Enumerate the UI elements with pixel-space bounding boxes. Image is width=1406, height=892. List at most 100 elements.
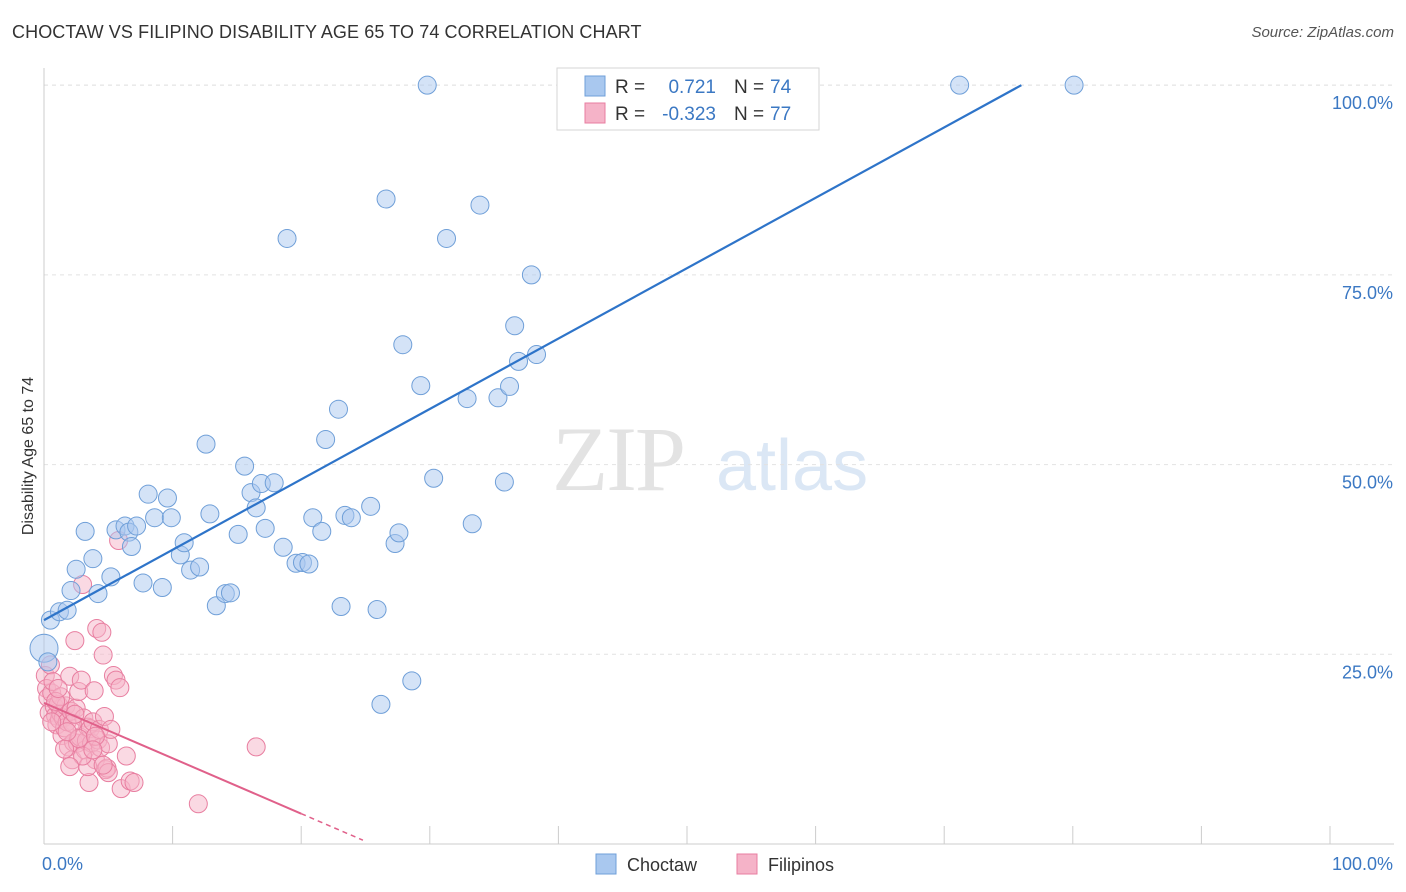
stats-r-label-choctaw: R = (615, 77, 645, 98)
x-tick-labels: 0.0% 100.0% (42, 854, 1393, 874)
choctaw-point (83, 549, 103, 569)
chart-title: CHOCTAW VS FILIPINO DISABILITY AGE 65 TO… (12, 22, 642, 42)
choctaw-point (328, 399, 348, 419)
choctaw-point (190, 557, 210, 577)
choctaw-point (196, 434, 216, 454)
choctaw-point (133, 573, 153, 593)
choctaw-series (29, 75, 1084, 714)
choctaw-trend-line (43, 84, 1022, 622)
source-credit: Source: ZipAtlas.com (1251, 24, 1394, 41)
choctaw-point (255, 518, 275, 538)
choctaw-point (277, 228, 297, 248)
filipinos-point (110, 678, 130, 698)
choctaw-point (341, 508, 361, 528)
choctaw-point (200, 504, 220, 524)
filipinos-point (79, 773, 99, 793)
choctaw-point (402, 671, 422, 691)
choctaw-point (316, 430, 336, 450)
filipinos-point (116, 746, 136, 766)
watermark: ZIP atlas (552, 408, 868, 510)
choctaw-point (376, 189, 396, 209)
choctaw-point (367, 600, 387, 620)
choctaw-point (494, 472, 514, 492)
choctaw-point (152, 578, 172, 598)
choctaw-point (138, 484, 158, 504)
choctaw-point (470, 195, 490, 215)
choctaw-point (66, 559, 86, 579)
filipinos-point (188, 794, 208, 814)
choctaw-point (75, 521, 95, 541)
legend-filipinos-label: Filipinos (768, 855, 834, 875)
filipinos-point (65, 631, 85, 651)
filipinos-series (35, 530, 266, 814)
stats-r-value-filipino: -0.323 (662, 104, 716, 125)
y-tick-label: 25.0% (1342, 662, 1393, 682)
legend-choctaw-label: Choctaw (627, 855, 698, 875)
watermark-atlas: atlas (716, 426, 868, 506)
y-tick-label: 75.0% (1342, 283, 1393, 303)
choctaw-point (1064, 75, 1084, 95)
y-tick-label: 50.0% (1342, 473, 1393, 493)
choctaw-point (273, 537, 293, 557)
filipinos-point (92, 622, 112, 642)
choctaw-point (389, 523, 409, 543)
stats-n-value-choctaw: 74 (770, 77, 792, 98)
filipinos-point (124, 773, 144, 793)
filipinos-trend-line (43, 701, 302, 815)
filipinos-point (48, 678, 68, 698)
filipinos-point (84, 681, 104, 701)
legend-filipinos-swatch (736, 853, 758, 875)
filipinos-point (246, 737, 266, 757)
choctaw-point (521, 265, 541, 285)
choctaw-point (488, 388, 508, 408)
filipinos-point (83, 740, 103, 760)
y-axis-title: Disability Age 65 to 74 (20, 377, 37, 535)
x-tick-label: 0.0% (42, 854, 83, 874)
choctaw-point (462, 514, 482, 534)
filipinos-point (93, 645, 113, 665)
filipinos-point (93, 755, 113, 775)
stats-legend-choctaw-swatch (584, 75, 606, 97)
choctaw-point (950, 75, 970, 95)
choctaw-point (264, 473, 284, 493)
grid-lines (44, 84, 1394, 655)
stats-legend: R = 0.721 N = 74 R = -0.323 N = 77 (556, 67, 820, 131)
choctaw-point (303, 508, 323, 528)
choctaw-point (393, 335, 413, 355)
filipinos-point (57, 722, 77, 742)
filipinos-trend-line-extension (300, 812, 364, 841)
choctaw-point (331, 596, 351, 616)
x-tick-marks (172, 826, 1331, 844)
stats-legend-filipino-swatch (584, 102, 606, 124)
stats-n-label-choctaw: N = (734, 77, 764, 98)
filipinos-point (42, 712, 62, 732)
choctaw-point (312, 521, 332, 541)
choctaw-point (157, 488, 177, 508)
series-legend: Choctaw Filipinos (595, 853, 834, 875)
watermark-zip: ZIP (552, 408, 684, 510)
choctaw-point (424, 468, 444, 488)
choctaw-point (417, 75, 437, 95)
stats-n-label-filipino: N = (734, 104, 764, 125)
stats-r-value-choctaw: 0.721 (668, 77, 716, 98)
choctaw-point (127, 516, 147, 536)
choctaw-point (145, 508, 165, 528)
choctaw-point (235, 456, 255, 476)
choctaw-point (371, 694, 391, 714)
stats-r-label-filipino: R = (615, 104, 645, 125)
choctaw-point (411, 376, 431, 396)
filipinos-point (60, 757, 80, 777)
legend-choctaw-swatch (595, 853, 617, 875)
choctaw-point (228, 524, 248, 544)
choctaw-point (361, 496, 381, 516)
choctaw-point (38, 652, 58, 672)
choctaw-point (220, 583, 240, 603)
choctaw-point (61, 581, 81, 601)
choctaw-point (299, 554, 319, 574)
choctaw-point (500, 376, 520, 396)
filipinos-point (55, 739, 75, 759)
y-tick-label: 100.0% (1332, 93, 1393, 113)
choctaw-point (161, 508, 181, 528)
y-tick-labels: 25.0% 50.0% 75.0% 100.0% (1332, 93, 1393, 682)
